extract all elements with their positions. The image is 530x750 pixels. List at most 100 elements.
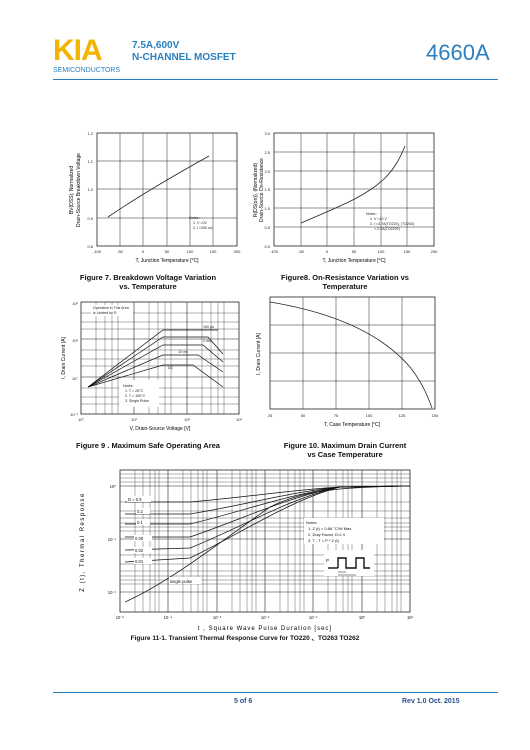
svg-text:Notes :: Notes : — [189, 216, 200, 220]
fig10-x-tick: 50 — [301, 413, 306, 418]
header-divider — [53, 79, 498, 80]
fig7-grid — [96, 132, 238, 247]
fig8-x-label: T, Junction Temperature [°C] — [322, 258, 386, 264]
fig11-duty-label: D = 0.5 — [128, 497, 142, 502]
fig7-x-tick: 50 — [165, 249, 170, 254]
svg-text:3. Single Pulse: 3. Single Pulse — [125, 399, 149, 403]
fig11-duty-label: 0.2 — [137, 509, 143, 514]
fig11-y-tick: 10⁻¹ — [108, 537, 117, 542]
product-title: 7.5A,600V N-CHANNEL MOSFET — [132, 40, 236, 64]
fig7-curve — [107, 155, 210, 218]
fig7-y-tick: 1.0 — [87, 187, 93, 192]
svg-text:3. T - T = P * Z (t): 3. T - T = P * Z (t) — [308, 538, 340, 543]
fig7-x-tick: -50 — [117, 249, 124, 254]
fig10-x-tick: 100 — [366, 413, 373, 418]
fig9-x-tick: 10³ — [236, 417, 242, 422]
fig7-y-tick: 1.2 — [87, 131, 93, 136]
part-number: 4660A — [426, 40, 490, 65]
fig11-x-tick: 10⁻¹ — [309, 615, 318, 620]
fig11-x-tick: 10¹ — [407, 615, 414, 620]
fig9-line-label: 10 ms — [178, 350, 188, 354]
svg-text:2. I =3.7A(TO220), (TO263): 2. I =3.7A(TO220), (TO263) — [370, 222, 414, 226]
svg-text:1. V =10 V: 1. V =10 V — [370, 217, 387, 221]
fig11-pdm-label: P — [326, 558, 329, 563]
fig11-y-tick: 10⁰ — [110, 484, 117, 489]
fig8-y-tick: 1.5 — [264, 187, 270, 192]
fig9-y-tick: 10⁻¹ — [70, 412, 79, 417]
fig11-notes: Notes : 1. Z (t) = 0.88 °C/W Max. 2. Dut… — [304, 518, 384, 544]
figure-9-caption: Figure 9 . Maximum Safe Operating Area — [76, 441, 220, 450]
figure-10-caption: Figure 10. Maximum Drain Current vs Case… — [283, 441, 407, 459]
footer-divider — [53, 692, 498, 693]
figure-10-chart: 25 50 75 100 125 150 T, Case Temperature… — [256, 296, 439, 428]
fig8-y-label: R(DS(on)), (Normalized) — [253, 163, 259, 218]
fig11-pulse-diagram: P — [324, 550, 374, 576]
product-type: N-CHANNEL MOSFET — [132, 52, 236, 63]
fig7-x-label: T, Junction Temperature [°C] — [135, 258, 199, 264]
fig7-y-tick: 0.9 — [87, 216, 93, 221]
fig11-x-label: t , Square Wave Pulse Duration [sec] — [198, 626, 332, 632]
fig7-x-tick: 150 — [210, 249, 217, 254]
fig10-x-label: T, Case Temperature [°C] — [324, 422, 381, 428]
company-logo: KIA — [53, 34, 103, 67]
fig8-notes: Notes : 1. V =10 V 2. I =3.7A(TO220), (T… — [366, 212, 414, 231]
fig11-y-label: Z (t), Thermal Response — [80, 492, 86, 591]
fig7-y-tick: 1.1 — [87, 159, 93, 164]
fig9-y-tick: 10° — [72, 376, 78, 381]
svg-text:2. I =250 uA: 2. I =250 uA — [193, 226, 213, 230]
fig11-y-tick: 10⁻² — [108, 590, 117, 595]
fig10-x-tick: 75 — [334, 413, 339, 418]
fig11-x-tick: 10⁻⁴ — [164, 615, 173, 620]
fig7-x-tick: 100 — [187, 249, 194, 254]
fig8-y-label-2: Drain-Source On-Resistance — [259, 158, 265, 222]
figure-7-caption: Figure 7. Breakdown Voltage Variation vs… — [79, 273, 217, 291]
svg-text:Notes :: Notes : — [123, 384, 134, 388]
fig8-y-tick: 0.5 — [264, 225, 270, 230]
figure-7-chart: 1.2 1.1 1.0 0.9 0.8 -100 -50 0 50 100 15… — [69, 131, 241, 264]
fig8-x-tick: 0 — [326, 249, 329, 254]
fig9-line-label: DC — [168, 366, 174, 370]
fig8-y-tick: 2.0 — [264, 169, 270, 174]
fig9-notes: Notes : 1. T = 25°C 2. T = 150°C 3. Sing… — [123, 384, 149, 403]
fig11-single-pulse-label: single pulse — [170, 579, 193, 584]
fig8-x-tick: -50 — [298, 249, 305, 254]
product-rating: 7.5A,600V — [132, 40, 180, 51]
figure-11-caption: Figure 11-1. Transient Thermal Response … — [130, 635, 360, 642]
fig8-y-tick: 3.0 — [264, 131, 270, 136]
fig7-x-tick: -100 — [93, 249, 102, 254]
fig7-y-label: BV(DSS), Normalized — [69, 166, 75, 215]
fig11-x-tick: 10⁻³ — [213, 615, 222, 620]
fig11-duty-label: 0.05 — [135, 536, 144, 541]
fig8-x-tick: -100 — [270, 249, 279, 254]
fig8-y-tick: 1.0 — [264, 206, 270, 211]
figure-9-chart: Operation in This Area is Limited by R 1… — [61, 301, 243, 432]
fig7-x-tick: 0 — [142, 249, 145, 254]
svg-text:Notes :: Notes : — [306, 520, 319, 525]
fig8-y-tick: 0.0 — [264, 244, 270, 249]
page-number: 5 of 6 — [234, 698, 253, 705]
fig8-x-tick: 150 — [404, 249, 411, 254]
revision: Rev 1.0 Oct. 2015 — [402, 698, 460, 705]
fig11-x-tick: 10⁻⁵ — [116, 615, 125, 620]
fig11-duty-label: 0.01 — [135, 559, 144, 564]
fig8-y-tick: 2.5 — [264, 150, 270, 155]
fig9-y-tick: 10² — [72, 301, 78, 306]
fig8-x-tick: 50 — [352, 249, 357, 254]
fig10-x-tick: 125 — [399, 413, 406, 418]
fig9-x-tick: 10¹ — [131, 417, 137, 422]
fig9-grid — [80, 301, 240, 415]
fig11-duty-label: 0.02 — [135, 548, 144, 553]
fig9-soa-lines — [87, 329, 224, 388]
svg-text:Notes :: Notes : — [366, 212, 377, 216]
fig10-grid — [269, 296, 436, 410]
fig9-annotation: Operation in This Area — [93, 306, 129, 310]
figure-11-chart: D = 0.5 0.2 0.1 0.05 0.02 0.01 single pu… — [80, 469, 414, 632]
svg-text:2. Duty Factor, D=t /t: 2. Duty Factor, D=t /t — [308, 532, 346, 537]
fig7-x-tick: 200 — [234, 249, 241, 254]
fig7-y-tick: 0.8 — [87, 244, 93, 249]
fig10-x-tick: 25 — [268, 413, 273, 418]
fig9-line-label: 100 µs — [203, 325, 214, 329]
fig8-grid — [273, 132, 435, 247]
fig9-y-label: I, Drain Current [A] — [61, 337, 67, 379]
svg-text:1. V =0V: 1. V =0V — [193, 221, 207, 225]
